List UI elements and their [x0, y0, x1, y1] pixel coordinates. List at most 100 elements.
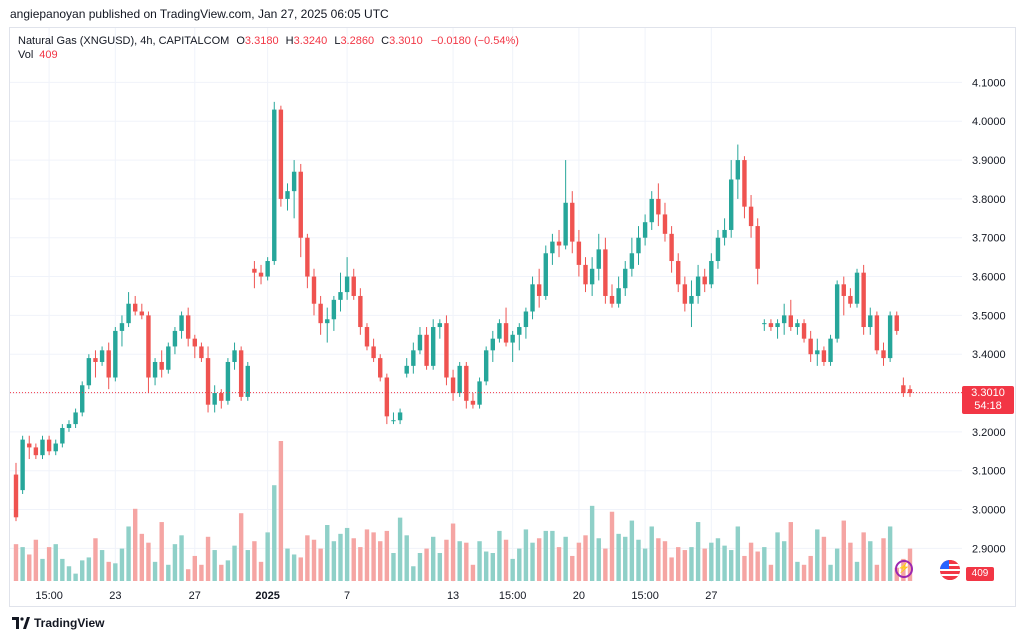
bolt-icon[interactable]: ⚡ — [895, 560, 913, 578]
candle-body — [815, 350, 820, 355]
volume-bar — [133, 508, 138, 581]
volume-bar — [444, 539, 449, 581]
volume-bar — [119, 548, 125, 581]
volume-bar — [629, 520, 635, 581]
volume-bar — [258, 561, 264, 581]
candle-body — [265, 261, 270, 277]
volume-bar — [450, 523, 456, 581]
candle-body — [636, 237, 641, 254]
chart-legend: Natural Gas (XNGUSD), 4h, CAPITALCOM O3.… — [18, 33, 519, 49]
volume-bar — [788, 522, 793, 581]
volume-bar — [570, 555, 575, 581]
candle-body — [735, 160, 741, 180]
candle-body — [709, 261, 714, 285]
volume-bar — [298, 557, 303, 581]
candle-body — [278, 109, 284, 199]
volume-bar — [20, 547, 25, 581]
volume-bar — [854, 561, 860, 581]
candle-body — [788, 315, 793, 328]
volume-bar — [358, 547, 363, 581]
volume-bar — [219, 564, 224, 581]
candle-body — [689, 295, 694, 304]
volume-bar — [99, 550, 105, 581]
candle-body — [801, 323, 807, 339]
candle-body — [682, 284, 688, 304]
x-tick-label: 23 — [109, 590, 121, 602]
candle-body — [172, 330, 178, 347]
y-tick-label: 4.1000 — [972, 77, 1006, 89]
candle-body — [371, 346, 376, 359]
volume-bar — [325, 525, 330, 581]
volume-bar — [477, 541, 482, 581]
volume-bar — [113, 563, 118, 581]
candle-body — [232, 350, 237, 362]
volume-bar — [775, 532, 780, 581]
volume-bar — [497, 530, 502, 581]
candle-body — [391, 420, 396, 422]
volume-bar — [676, 547, 681, 581]
x-tick-label: 15:00 — [499, 590, 527, 602]
candle-body — [166, 346, 171, 370]
volume-bar — [470, 564, 476, 581]
candle-body — [848, 295, 853, 304]
volume-bar — [834, 548, 840, 581]
candle-body — [431, 327, 436, 366]
volume-bar — [768, 564, 774, 581]
candle-body — [868, 315, 873, 328]
volume-bar — [172, 544, 178, 581]
volume-bar — [66, 566, 72, 581]
y-tick-label: 3.1000 — [972, 466, 1006, 478]
volume-bar — [556, 547, 562, 581]
candle-body — [874, 315, 880, 351]
volume-bar — [166, 564, 171, 581]
open-value: 3.3180 — [244, 35, 279, 47]
candle-body — [623, 268, 628, 289]
candle-body — [60, 427, 65, 444]
candle-body — [503, 323, 509, 343]
candle-body — [729, 179, 734, 230]
volume-bar — [642, 548, 648, 581]
volume-bar — [702, 548, 707, 581]
candle-body — [470, 400, 476, 405]
bar-countdown: 54:18 — [974, 400, 1002, 412]
volume-bar — [364, 529, 370, 581]
candle-body — [86, 358, 92, 386]
publisher-line: angiepanoyan published on TradingView.co… — [10, 7, 389, 21]
candle-body — [258, 272, 264, 277]
volume-bar — [179, 535, 184, 581]
volume-bar — [338, 533, 343, 581]
volume-bar — [868, 541, 873, 581]
high-label: H — [285, 35, 294, 47]
candle-body — [113, 330, 118, 378]
candle-body — [669, 233, 674, 262]
volume-bar — [139, 533, 145, 581]
candle-body — [199, 346, 204, 359]
volume-bar — [801, 564, 807, 581]
volume-bar — [278, 441, 284, 581]
candle-body — [768, 323, 774, 328]
candle-body — [556, 241, 562, 246]
open-label: O — [236, 35, 245, 47]
candle-body — [497, 323, 502, 339]
last-price-badge: 3.3010 54:18 — [962, 386, 1014, 414]
volume-bar — [431, 536, 436, 581]
change-value: −0.0180 (−0.54%) — [430, 35, 519, 47]
candle-body — [325, 319, 330, 324]
last-volume-badge: 409 — [966, 567, 994, 581]
volume-bar — [536, 538, 542, 581]
candle-body — [205, 358, 211, 405]
candle-body — [99, 350, 105, 362]
candle-body — [702, 276, 707, 285]
volume-bar — [232, 545, 237, 581]
volume-bar — [417, 553, 423, 581]
candle-body — [583, 264, 588, 285]
candle-body — [80, 385, 85, 413]
us-flag-icon[interactable] — [940, 560, 960, 580]
volume-bar — [457, 541, 462, 581]
candle-body — [252, 268, 257, 273]
volume-bar — [861, 532, 866, 581]
candle-body — [344, 276, 350, 293]
y-tick-label: 2.9000 — [972, 543, 1006, 555]
candle-body — [695, 276, 701, 296]
